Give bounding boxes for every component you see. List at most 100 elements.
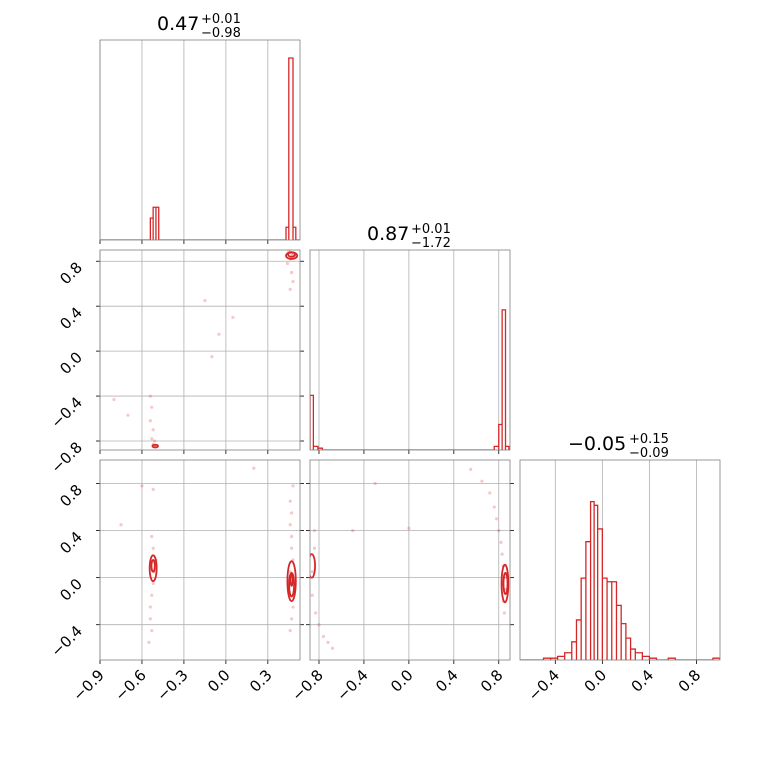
- sample-point-22: [502, 611, 506, 615]
- panel-content: [100, 57, 300, 240]
- sample-point-23: [351, 528, 355, 533]
- y-tick-label-1-0: −0.8: [48, 438, 86, 476]
- contour-0: [310, 553, 316, 579]
- title-2-plus: +0.15: [629, 432, 669, 447]
- sample-point-21: [112, 397, 116, 402]
- panel-2-2: −0.4 0.0 0.4 0.8: [519, 459, 721, 705]
- sample-point-22: [147, 640, 151, 644]
- sample-point-20: [469, 467, 473, 472]
- x-tick-label-2-2: 0.4: [628, 666, 658, 696]
- panel-background: [100, 250, 300, 450]
- sample-point-5: [321, 634, 326, 639]
- contour-2: [502, 572, 509, 596]
- x-tick-label-0-4: 0.3: [246, 666, 276, 696]
- sample-point-17: [151, 428, 155, 432]
- sample-point-16: [494, 517, 499, 521]
- sample-point-8: [312, 528, 317, 533]
- contour-1: [287, 251, 297, 258]
- panel-frame: [99, 249, 301, 451]
- sample-point-12: [288, 628, 292, 633]
- histogram-1: [310, 309, 510, 450]
- sample-point-4: [317, 623, 321, 627]
- sample-point-7: [330, 646, 335, 650]
- panel-1-1: [309, 249, 511, 454]
- sample-point-6: [326, 640, 330, 644]
- panel-2-0: −0.4 0.0 0.4 0.8 −0.9 −0.6 −0.3 0.0 0.3: [48, 459, 304, 705]
- sample-point-19: [150, 534, 154, 539]
- title-2-minus: −0.09: [629, 446, 669, 461]
- panel-frame: [99, 459, 301, 661]
- sample-point-1: [291, 252, 295, 257]
- sample-point-14: [499, 540, 503, 544]
- sample-point-26: [151, 487, 155, 492]
- sample-point-15: [497, 528, 501, 533]
- sample-point-24: [140, 484, 144, 488]
- sample-point-2: [312, 546, 317, 550]
- sample-point-16: [150, 437, 154, 441]
- panel-frame: [309, 249, 511, 451]
- sample-point-15: [152, 439, 157, 443]
- panel-background: [310, 460, 510, 660]
- x-tick-label-1-2: 0.0: [387, 666, 417, 696]
- sample-point-14: [151, 581, 155, 586]
- panel-2-1: −0.8 −0.4 0.0 0.4 0.8: [288, 459, 514, 705]
- x-tick-label-1-1: −0.4: [333, 666, 371, 704]
- contour-2: [286, 560, 297, 603]
- x-tick-label-1-3: 0.4: [432, 666, 462, 696]
- panel-1-0: −0.8 −0.4 0.0 0.4 0.8: [48, 249, 304, 477]
- title-param-0: 0.47 +0.01 −0.98: [157, 12, 241, 41]
- sample-point-9: [290, 270, 294, 275]
- title-0-plus: +0.01: [201, 12, 241, 27]
- y-tick-label-1-1: −0.4: [48, 393, 86, 431]
- sample-point-8: [290, 511, 294, 515]
- sample-point-10: [291, 484, 295, 488]
- sample-point-11: [290, 617, 294, 621]
- sample-point-19: [150, 405, 154, 409]
- panel-frame: [309, 459, 511, 661]
- sample-point-24: [231, 315, 235, 320]
- sample-point-22: [126, 413, 130, 417]
- sample-point-21: [150, 628, 154, 633]
- sample-point-17: [492, 505, 496, 509]
- histogram-0: [100, 57, 300, 240]
- sample-point-20: [148, 394, 152, 398]
- x-tick-label-2-3: 0.8: [675, 666, 705, 696]
- panel-0-0: [99, 39, 301, 244]
- sample-point-13: [500, 552, 504, 556]
- panel-frame: [99, 39, 301, 241]
- sample-point-18: [148, 605, 152, 609]
- x-tick-label-2-0: −0.4: [525, 666, 563, 704]
- panels: −0.4 0.0 0.4 0.8 −0.8 −0.4 0.0 0.4 0.8 −0.4 0.0 0.4…: [48, 39, 721, 705]
- y-tick-label-1-2: 0.0: [56, 348, 86, 378]
- panel-frame: [519, 459, 721, 661]
- panel-background: [100, 460, 300, 660]
- y-tick-label-2-2: 0.4: [56, 528, 86, 558]
- contour-3: [288, 572, 296, 598]
- x-tick-label-0-2: −0.3: [153, 666, 191, 704]
- sample-point-24: [407, 526, 411, 530]
- sample-point-19: [480, 479, 484, 483]
- sample-point-3: [314, 611, 318, 615]
- title-0-minus: −0.98: [201, 26, 241, 41]
- panel-content: [520, 501, 720, 660]
- x-tick-label-0-0: −0.9: [69, 666, 107, 704]
- sample-point-26: [210, 355, 214, 359]
- title-param-1: 0.87 +0.01 −1.72: [367, 222, 451, 251]
- sample-point-18: [488, 491, 492, 495]
- sample-point-7: [288, 523, 292, 527]
- title-1-plus: +0.01: [411, 222, 451, 237]
- x-tick-label-1-4: 0.8: [477, 666, 507, 696]
- x-tick-label-2-1: 0.0: [581, 666, 611, 696]
- title-1-minus: −1.72: [411, 236, 451, 251]
- y-tick-label-2-3: 0.8: [56, 481, 86, 511]
- sample-point-5: [291, 605, 295, 609]
- sample-point-10: [291, 279, 295, 284]
- histogram-2: [520, 501, 720, 660]
- panel-background: [520, 460, 720, 660]
- title-2-value: −0.05: [568, 433, 626, 455]
- sample-point-9: [373, 481, 377, 486]
- title-0-value: 0.47: [157, 13, 199, 35]
- contour-4: [289, 573, 294, 587]
- y-tick-label-2-0: −0.4: [48, 622, 86, 660]
